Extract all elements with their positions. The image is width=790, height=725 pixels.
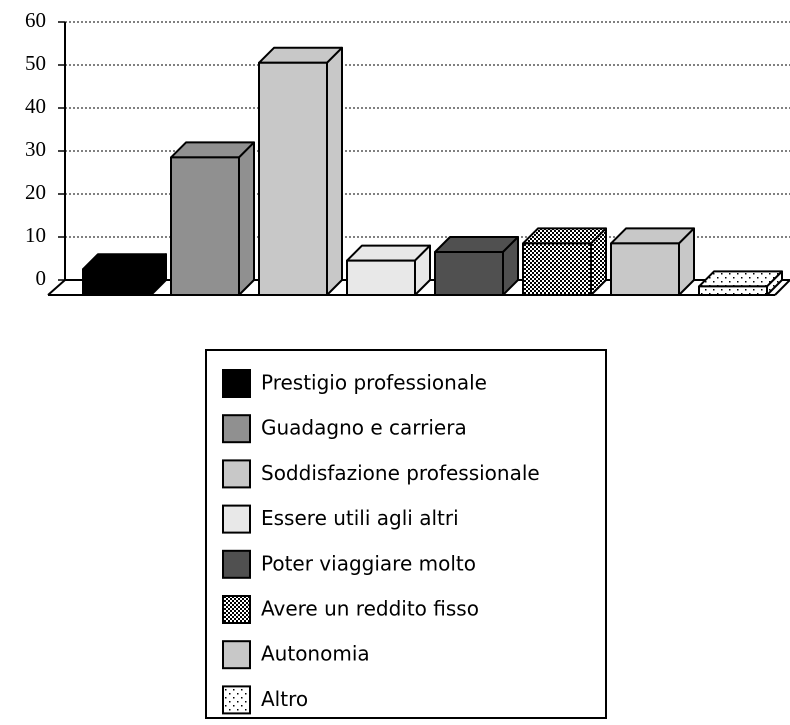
bar-side xyxy=(238,141,255,296)
legend-label: Essere utili agli altri xyxy=(261,506,459,530)
legend-label: Avere un reddito fisso xyxy=(261,597,479,621)
legend-swatch xyxy=(222,640,251,670)
floor-side xyxy=(47,279,66,296)
bar xyxy=(434,251,504,296)
bar xyxy=(522,242,592,296)
legend-label: Guadagno e carriera xyxy=(261,416,467,440)
bar xyxy=(170,156,240,296)
bar xyxy=(698,285,768,296)
y-tick-label: 50 xyxy=(25,51,46,75)
y-tick-label: 10 xyxy=(25,223,46,247)
bar xyxy=(258,61,328,296)
floor-side xyxy=(774,279,790,296)
bar xyxy=(346,259,416,297)
legend-swatch xyxy=(222,549,251,579)
y-tick-label: 20 xyxy=(25,180,46,204)
legend-swatch xyxy=(222,459,251,489)
y-tick-label: 0 xyxy=(36,266,47,290)
bar xyxy=(610,242,680,296)
legend-label: Prestigio professionale xyxy=(261,371,487,395)
legend-label: Altro xyxy=(261,687,308,711)
bar-side xyxy=(326,46,343,296)
legend-label: Autonomia xyxy=(261,642,370,666)
y-tick-label: 60 xyxy=(25,8,46,32)
legend-swatch xyxy=(222,504,251,534)
legend-label: Poter viaggiare molto xyxy=(261,551,476,575)
legend-swatch xyxy=(222,369,251,398)
legend-swatch xyxy=(222,595,251,624)
legend-label: Soddisfazione professionale xyxy=(261,461,540,485)
bar xyxy=(82,268,152,297)
legend-swatch xyxy=(222,685,251,715)
y-tick-label: 40 xyxy=(25,94,46,118)
legend-box xyxy=(205,349,607,719)
y-tick-label: 30 xyxy=(25,137,46,161)
legend-swatch xyxy=(222,414,251,444)
